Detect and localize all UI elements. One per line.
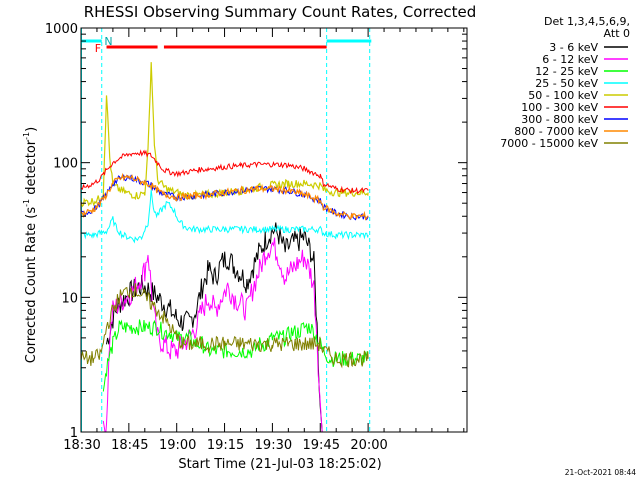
x-tick-label: 19:00 bbox=[159, 438, 196, 453]
series-line bbox=[102, 237, 323, 432]
x-tick-label: 18:30 bbox=[63, 438, 100, 453]
x-tick-label: 19:15 bbox=[207, 438, 244, 453]
legend-label: 50 - 100 keV bbox=[528, 89, 598, 102]
svg-text:Corrected Count Rate (s-1 dete: Corrected Count Rate (s-1 detector-1) bbox=[22, 127, 39, 363]
series-line bbox=[81, 62, 369, 208]
series-6-12-kev bbox=[102, 237, 323, 432]
x-tick-label: 19:45 bbox=[303, 438, 340, 453]
legend-label: 100 - 300 keV bbox=[521, 101, 598, 114]
legend-label: 3 - 6 keV bbox=[549, 41, 598, 54]
series-line bbox=[81, 172, 369, 221]
y-tick-label: 1 bbox=[70, 426, 78, 441]
legend-label: 12 - 25 keV bbox=[535, 65, 598, 78]
y-axis-label-end: ) bbox=[24, 127, 39, 132]
y-axis-label-mid: detector bbox=[24, 139, 39, 199]
series-line bbox=[81, 189, 369, 244]
y-tick-label: 10 bbox=[61, 291, 78, 306]
series-line bbox=[81, 149, 369, 195]
y-tick-label: 1000 bbox=[45, 22, 78, 37]
legend-label: 300 - 800 keV bbox=[521, 113, 598, 126]
y-axis-label-sup2: -1 bbox=[22, 132, 31, 140]
series-800-7000-kev bbox=[81, 172, 369, 221]
legend-label: 800 - 7000 keV bbox=[514, 125, 598, 138]
legend-label: 25 - 50 keV bbox=[535, 77, 598, 90]
y-axis-label-main: Corrected Count Rate (s bbox=[24, 207, 39, 364]
x-tick-label: 19:30 bbox=[255, 438, 292, 453]
legend-header-line2: Att 0 bbox=[604, 27, 630, 40]
legend-label: 7000 - 15000 keV bbox=[500, 137, 598, 150]
flag-f-label: F bbox=[95, 42, 101, 55]
series-line bbox=[102, 319, 369, 392]
legend-header-line1: Det 1,3,4,5,6,9, bbox=[544, 15, 630, 28]
x-tick-label: 20:00 bbox=[350, 438, 387, 453]
chart-title: RHESSI Observing Summary Count Rates, Co… bbox=[84, 3, 477, 21]
series-line bbox=[81, 283, 369, 369]
x-tick-label: 18:45 bbox=[111, 438, 148, 453]
series-50-100-kev bbox=[81, 62, 369, 208]
x-axis-label: Start Time (21-Jul-03 18:25:02) bbox=[178, 457, 381, 472]
y-axis-label: Corrected Count Rate (s-1 detector-1) bbox=[22, 127, 39, 363]
series-12-25-kev bbox=[102, 319, 369, 392]
series-line bbox=[106, 222, 323, 432]
series-25-50-kev bbox=[81, 189, 369, 244]
timestamp: 21-Oct-2021 08:44 bbox=[565, 468, 636, 477]
series-7000-15000-kev bbox=[81, 283, 369, 369]
series-100-300-kev bbox=[81, 149, 369, 195]
y-axis-label-sup1: -1 bbox=[22, 199, 31, 207]
legend-label: 6 - 12 keV bbox=[542, 53, 598, 66]
plot-frame bbox=[80, 27, 468, 433]
series-3-6-kev bbox=[106, 222, 323, 432]
flag-n-label: N bbox=[104, 35, 112, 48]
y-tick-label: 100 bbox=[53, 157, 78, 172]
